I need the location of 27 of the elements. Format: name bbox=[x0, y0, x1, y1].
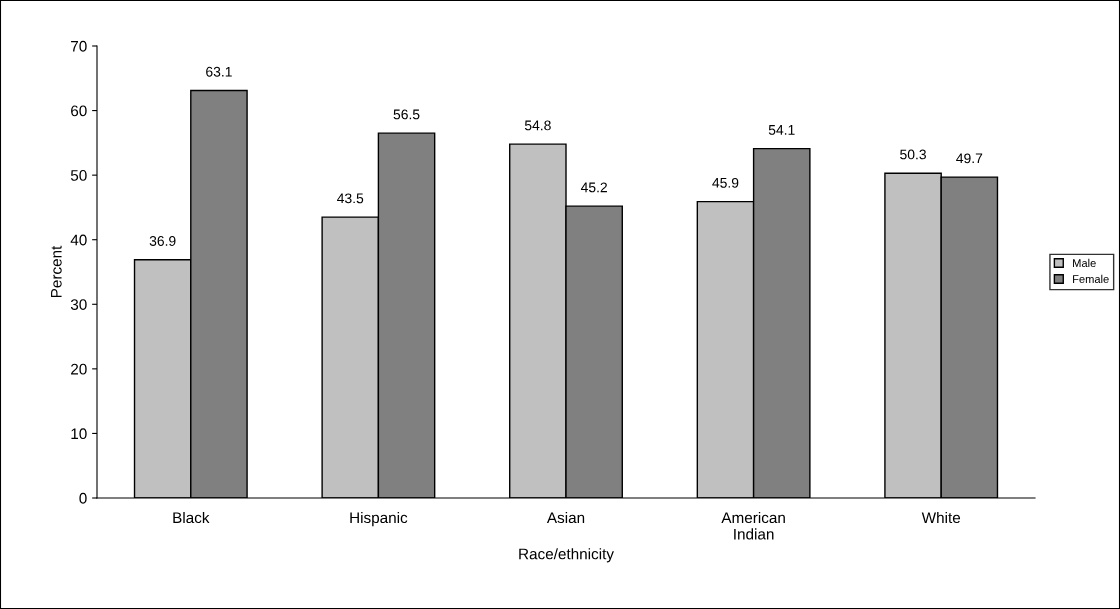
y-tick-label: 20 bbox=[71, 363, 87, 375]
legend-label: Male bbox=[1073, 258, 1096, 268]
y-tick-label: 10 bbox=[71, 428, 87, 440]
data-label: 56.5 bbox=[393, 109, 420, 120]
y-tick-label: 60 bbox=[71, 105, 87, 117]
data-label: 49.7 bbox=[956, 153, 983, 164]
legend-label: Female bbox=[1073, 274, 1109, 283]
x-axis-title: Race/ethnicity bbox=[519, 548, 614, 563]
data-label: 45.9 bbox=[712, 177, 739, 188]
y-tick-label: 0 bbox=[79, 492, 87, 504]
x-tick-label: Asian bbox=[546, 511, 585, 524]
x-tick-label: Hispanic bbox=[350, 511, 408, 527]
data-label: 54.1 bbox=[768, 125, 795, 135]
y-tick-label: 40 bbox=[70, 234, 87, 246]
y-tick-label: 70 bbox=[71, 40, 87, 52]
data-label: 63.1 bbox=[206, 66, 232, 77]
x-tick-label: Black bbox=[173, 511, 210, 524]
y-tick-label: 30 bbox=[70, 299, 87, 310]
y-tick-label: 50 bbox=[70, 170, 87, 181]
y-axis-title: Percent bbox=[51, 245, 62, 298]
data-label: 43.5 bbox=[337, 193, 364, 204]
data-label: 50.3 bbox=[900, 149, 926, 160]
x-tick-label: American Indian bbox=[721, 511, 785, 540]
x-tick-label: White bbox=[921, 511, 961, 524]
data-label: 54.8 bbox=[524, 120, 551, 131]
data-label: 36.9 bbox=[149, 236, 176, 246]
data-label: 45.2 bbox=[580, 182, 607, 193]
